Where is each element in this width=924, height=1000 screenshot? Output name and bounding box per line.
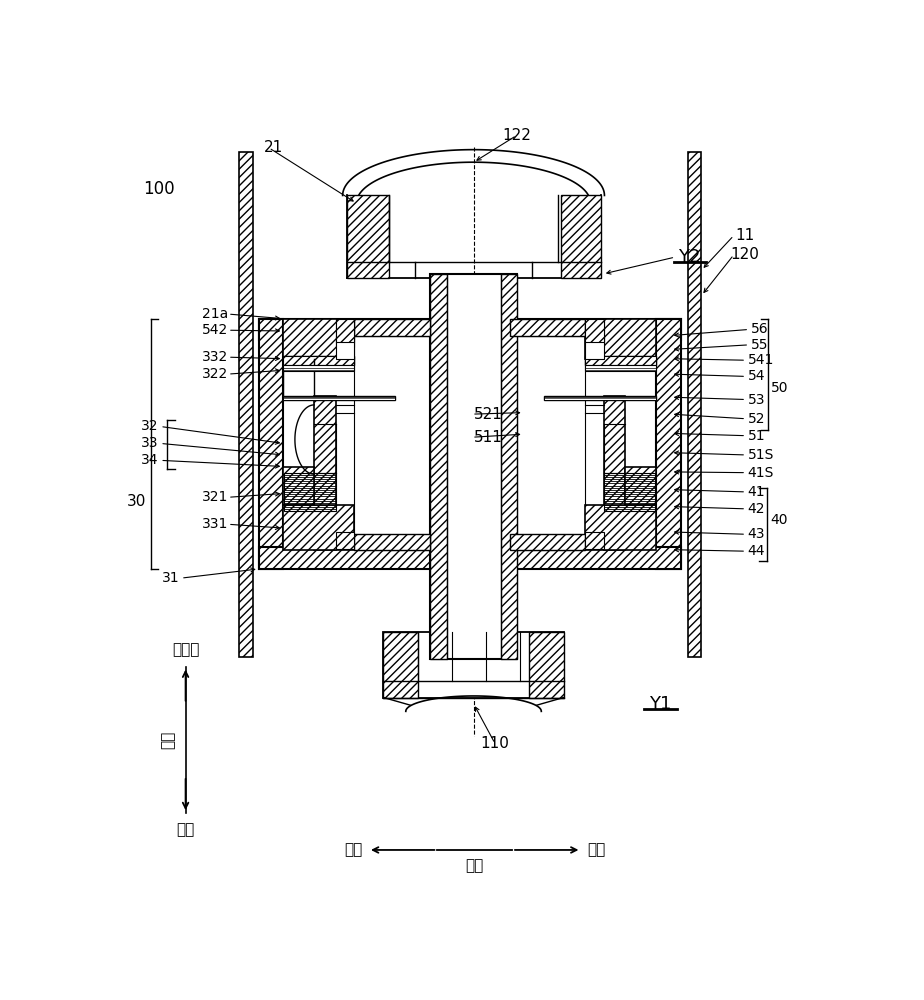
Bar	[585, 505, 656, 550]
Text: 521: 521	[474, 407, 503, 422]
Bar	[314, 396, 335, 550]
Bar	[354, 336, 430, 550]
Text: 541: 541	[748, 353, 774, 367]
Bar	[284, 365, 354, 371]
Text: 21: 21	[264, 140, 284, 155]
Bar	[383, 632, 564, 698]
Text: 53: 53	[748, 393, 765, 407]
Bar	[354, 319, 430, 336]
Bar	[285, 473, 335, 511]
Bar	[585, 356, 656, 365]
Text: 42: 42	[748, 502, 765, 516]
Text: 54: 54	[748, 369, 765, 383]
Bar	[585, 336, 603, 347]
Bar	[510, 336, 585, 550]
Text: 55: 55	[750, 338, 768, 352]
Text: 44: 44	[748, 544, 765, 558]
Bar	[354, 534, 430, 550]
Bar	[501, 274, 517, 659]
Text: 43: 43	[748, 527, 765, 541]
Text: 内侧: 内侧	[345, 842, 362, 857]
Bar	[585, 319, 656, 359]
Text: 40: 40	[771, 513, 788, 527]
Text: 32: 32	[141, 419, 159, 433]
Bar	[284, 356, 354, 365]
Bar	[585, 319, 603, 342]
Bar	[544, 396, 656, 400]
Bar	[346, 195, 389, 278]
Text: 51: 51	[748, 429, 765, 443]
Text: 30: 30	[127, 494, 146, 509]
Text: 100: 100	[143, 180, 175, 198]
Bar	[284, 505, 354, 550]
Bar	[259, 547, 681, 569]
Text: 321: 321	[201, 490, 228, 504]
Text: 122: 122	[503, 128, 531, 143]
Text: 51S: 51S	[748, 448, 774, 462]
Bar	[335, 336, 354, 347]
Bar	[259, 319, 681, 340]
Bar	[284, 466, 314, 505]
Bar	[430, 274, 517, 659]
Bar	[529, 632, 564, 698]
Bar	[284, 319, 354, 359]
Bar	[603, 473, 655, 511]
Bar	[238, 152, 252, 657]
Text: 120: 120	[730, 247, 759, 262]
Text: 一侧: 一侧	[176, 822, 195, 837]
Text: 41S: 41S	[748, 466, 774, 480]
Bar	[383, 632, 418, 698]
Text: 外侧: 外侧	[588, 842, 606, 857]
Text: 31: 31	[162, 571, 179, 585]
Text: 33: 33	[141, 436, 159, 450]
Text: 52: 52	[748, 412, 765, 426]
Bar	[585, 319, 603, 359]
Bar	[259, 319, 284, 569]
Text: 另一侧: 另一侧	[172, 642, 200, 657]
Bar	[585, 365, 656, 371]
Text: 34: 34	[141, 453, 159, 467]
Bar	[656, 319, 681, 569]
Bar	[585, 356, 656, 365]
Bar	[510, 534, 585, 550]
Bar	[284, 396, 395, 400]
Text: 110: 110	[480, 736, 509, 751]
Text: 径向: 径向	[465, 858, 483, 873]
Text: 322: 322	[201, 367, 228, 381]
Text: 50: 50	[771, 381, 788, 395]
Bar	[430, 274, 446, 659]
Bar	[544, 396, 656, 400]
Text: 511: 511	[474, 430, 503, 445]
Text: Y1: Y1	[650, 695, 672, 713]
Text: 331: 331	[201, 517, 228, 531]
Text: 41: 41	[748, 485, 765, 499]
Bar	[335, 319, 354, 342]
Text: 332: 332	[201, 350, 228, 364]
Text: 11: 11	[736, 228, 755, 243]
Bar	[687, 152, 701, 657]
Text: 542: 542	[201, 323, 228, 337]
Bar	[284, 396, 395, 400]
Bar	[561, 195, 601, 278]
Bar	[335, 319, 354, 359]
Text: Y2: Y2	[678, 248, 701, 266]
Bar	[585, 532, 603, 549]
Bar	[603, 396, 626, 550]
Bar	[626, 466, 656, 505]
Text: 轴向: 轴向	[161, 731, 176, 749]
Bar	[510, 319, 585, 336]
Text: 21a: 21a	[201, 307, 228, 321]
Bar	[335, 532, 354, 549]
Bar	[284, 356, 354, 365]
Text: 56: 56	[750, 322, 769, 336]
